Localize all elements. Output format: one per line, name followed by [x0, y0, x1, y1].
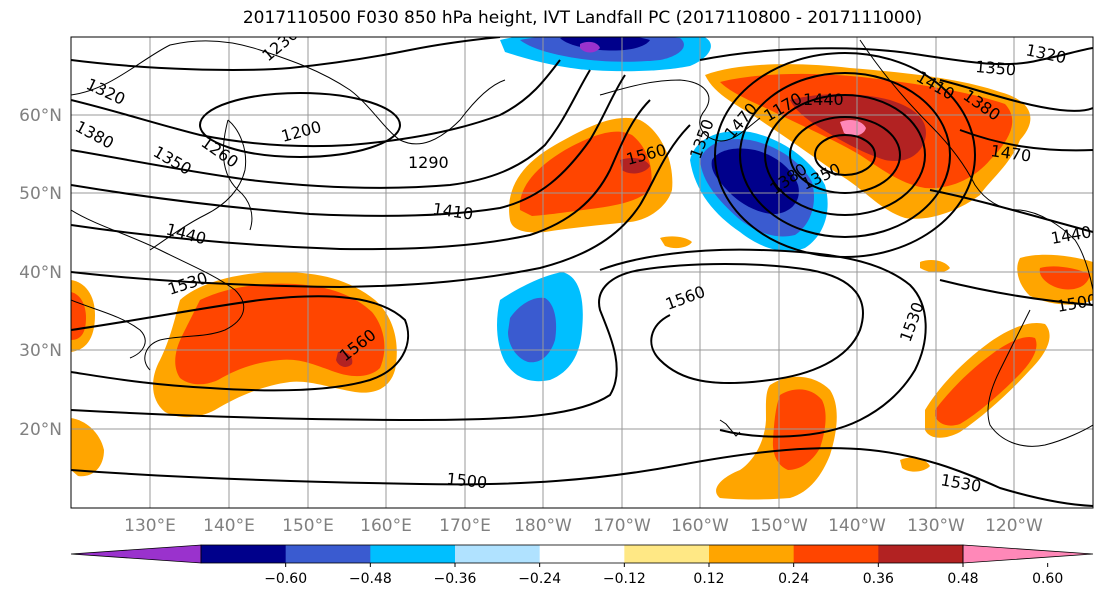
colorbar-tick-label: −0.48 [349, 571, 392, 587]
latitude-label: 50°N [19, 184, 62, 204]
ivt-shading [71, 37, 1093, 500]
colorbar-segment [370, 545, 456, 563]
colorbar-tick-label: 0.48 [947, 571, 978, 587]
colorbar-extend-low [70, 544, 202, 564]
colorbar-segment [793, 545, 879, 563]
colorbar: −0.60 −0.48 −0.36 −0.24 −0.12 0.12 0.24 0.36 0.4… [70, 544, 1094, 587]
map-border [70, 36, 1094, 509]
colorbar-tick-label: −0.60 [264, 571, 307, 587]
longitude-axis: 130°E 140°E 150°E 160°E 170°E 180°W 170°… [124, 516, 1043, 536]
longitude-label: 170°E [439, 516, 491, 536]
contour-label: 1500 [446, 469, 488, 492]
colorbar-tick-label: 0.12 [693, 571, 724, 587]
latitude-label: 30°N [19, 341, 62, 361]
longitude-label: 150°E [282, 516, 334, 536]
colorbar-tick-label: −0.36 [434, 571, 477, 587]
latitude-label: 60°N [19, 106, 62, 126]
colorbar-segment [539, 545, 625, 563]
longitude-label: 130°W [907, 516, 965, 536]
colorbar-tick-label: 0.24 [778, 571, 809, 587]
colorbar-tick-label: 0.60 [1032, 571, 1063, 587]
contour-label: 1290 [408, 153, 449, 172]
colorbar-segment [201, 545, 287, 563]
longitude-label: 170°W [593, 516, 651, 536]
colorbar-tick-label: −0.24 [518, 571, 561, 587]
latitude-axis: 60°N 50°N 40°N 30°N 20°N [19, 106, 62, 440]
colorbar-extend-high [962, 544, 1094, 564]
longitude-label: 140°E [203, 516, 255, 536]
colorbar-tick-label: 0.36 [863, 571, 894, 587]
colorbar-segment [285, 545, 371, 563]
colorbar-segment [455, 545, 541, 563]
longitude-label: 120°W [985, 516, 1043, 536]
coastlines [71, 39, 1093, 447]
longitude-label: 130°E [124, 516, 176, 536]
longitude-label: 160°W [671, 516, 729, 536]
contour-label: 1350 [975, 57, 1017, 79]
longitude-label: 140°W [828, 516, 886, 536]
colorbar-tick-label: −0.12 [603, 571, 646, 587]
latitude-label: 40°N [19, 263, 62, 283]
colorbar-frame [200, 544, 964, 564]
map-title: 2017110500 F030 850 hPa height, IVT Land… [242, 8, 923, 28]
colorbar-segment [709, 545, 795, 563]
longitude-label: 160°E [360, 516, 412, 536]
longitude-label: 180°W [514, 516, 572, 536]
graticule [71, 37, 1093, 508]
height-contours [71, 37, 1093, 507]
contour-label: 1440 [803, 90, 844, 109]
colorbar-segment [624, 545, 710, 563]
colorbar-segment [878, 545, 964, 563]
longitude-label: 150°W [750, 516, 808, 536]
latitude-label: 20°N [19, 420, 62, 440]
